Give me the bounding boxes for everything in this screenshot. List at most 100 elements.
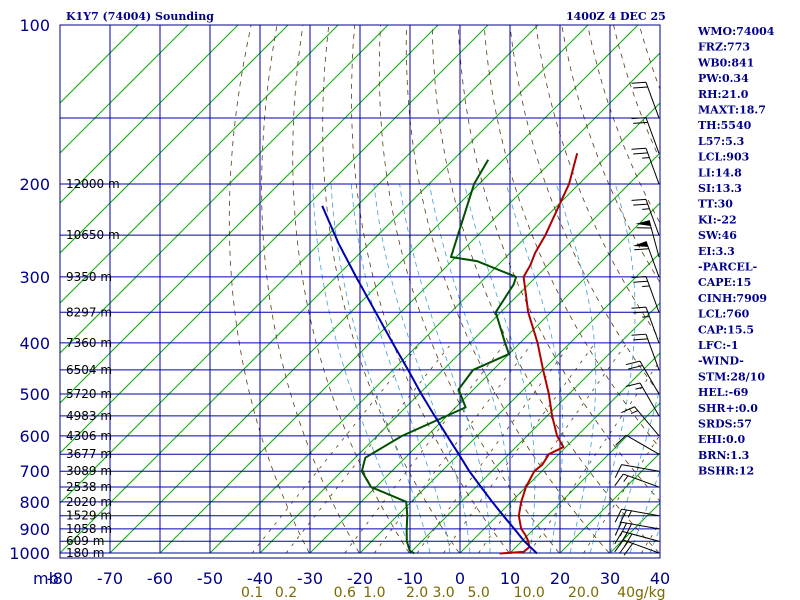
isotherm-line bbox=[109, 25, 639, 554]
pressure-axis-labels: 100 200 300 400 500 600 700 800 900 1000 bbox=[9, 16, 50, 563]
stability-index: LI:14.8 bbox=[698, 166, 742, 179]
stability-index: STM:28/10 bbox=[698, 370, 765, 383]
stability-index: CAPE:15 bbox=[698, 276, 751, 289]
pressure-tick-label: 700 bbox=[19, 462, 50, 481]
temperature-tick-label: -20 bbox=[347, 569, 373, 588]
stability-index: BSHR:12 bbox=[698, 465, 754, 478]
pressure-tick-label: 900 bbox=[19, 520, 50, 539]
mixing-ratio-label: 1.0 bbox=[363, 585, 385, 600]
temperature-tick-label: -40 bbox=[247, 569, 273, 588]
pressure-tick-label: 500 bbox=[19, 385, 50, 404]
height-label: 3677 m bbox=[66, 447, 112, 461]
isotherm-line bbox=[459, 352, 660, 554]
isotherm-line bbox=[60, 25, 339, 304]
temperature-tick-label: -80 bbox=[47, 569, 73, 588]
mixing-ratio-label: 0.1 bbox=[241, 585, 263, 600]
temperature-tick-label: -10 bbox=[397, 569, 423, 588]
pressure-tick-label: 600 bbox=[19, 427, 50, 446]
sounding-traces bbox=[321, 153, 579, 555]
isotherm-line bbox=[409, 302, 660, 554]
temperature-tick-label: -50 bbox=[197, 569, 223, 588]
wind-barb bbox=[625, 382, 660, 417]
stability-index: PW:0.34 bbox=[698, 72, 749, 85]
mixing-ratio-label: 3.0 bbox=[432, 585, 454, 600]
height-label: 12000 m bbox=[66, 177, 120, 191]
stability-index: BRN:1.3 bbox=[698, 449, 749, 462]
sounding-time: 1400Z 4 DEC 25 bbox=[566, 10, 666, 23]
mixing-ratio-label: 20.0 bbox=[568, 585, 599, 600]
mixing-ratio-label: 0.2 bbox=[275, 585, 297, 600]
stability-index: RH:21.0 bbox=[698, 88, 749, 101]
mixing-ratio-label: 40g/kg bbox=[617, 585, 665, 600]
pressure-tick-label: 100 bbox=[19, 16, 50, 35]
stability-index: EHI:0.0 bbox=[698, 433, 745, 446]
temperature-tick-label: 40 bbox=[650, 569, 670, 588]
wind-barb bbox=[614, 464, 660, 478]
stability-index: EI:3.3 bbox=[698, 245, 735, 258]
temperature-tick-label: -30 bbox=[297, 569, 323, 588]
stability-index: SRDS:57 bbox=[698, 418, 752, 431]
stability-index: LCL:903 bbox=[698, 151, 749, 164]
wind-barb bbox=[631, 81, 660, 119]
isotherm-line bbox=[60, 25, 439, 404]
height-label: 4983 m bbox=[66, 409, 112, 423]
height-label: 8297 m bbox=[66, 305, 112, 319]
temperature-axis-labels: -80 -70 -60 -50 -40 -30 -20 -10 0 10 20 30 40 bbox=[47, 569, 670, 588]
stability-indices-panel: WMO:74004 FRZ:773 WB0:841 PW:0.34 RH:21.0 MAX… bbox=[697, 25, 775, 478]
height-label: 10650 m bbox=[66, 228, 120, 242]
mixing-ratio-label: 2.0 bbox=[406, 585, 428, 600]
wind-barb bbox=[621, 406, 660, 437]
series-line bbox=[360, 159, 518, 555]
wind-barb bbox=[625, 360, 660, 395]
temperature-tick-label: -60 bbox=[147, 569, 173, 588]
stability-index: CINH:7909 bbox=[698, 292, 767, 305]
stability-index: LCL:760 bbox=[698, 308, 750, 321]
isotherm-line bbox=[60, 25, 589, 554]
isotherm-line bbox=[60, 25, 489, 454]
height-label: 3089 m bbox=[66, 464, 112, 478]
stability-index: -PARCEL- bbox=[698, 261, 757, 274]
height-label: 1529 m bbox=[66, 509, 112, 523]
wind-barb bbox=[631, 198, 660, 236]
stability-index: LFC:-1 bbox=[698, 339, 739, 352]
stability-index: CAP:15.5 bbox=[698, 323, 754, 336]
isotherm-line bbox=[259, 152, 660, 554]
isotherm-line bbox=[209, 102, 660, 554]
isotherm-line bbox=[509, 402, 660, 554]
isotherm-line bbox=[359, 252, 660, 554]
mixing-ratio-label: 10.0 bbox=[514, 585, 545, 600]
height-label: 6504 m bbox=[66, 363, 112, 377]
isotherm-lines bbox=[60, 25, 660, 554]
wind-barb bbox=[615, 434, 660, 455]
mixing-ratio-label: 0.6 bbox=[334, 585, 356, 600]
height-label: 5720 m bbox=[66, 387, 112, 401]
pressure-tick-label: 1000 bbox=[9, 544, 50, 563]
pressure-tick-label: 200 bbox=[19, 175, 50, 194]
pressure-tick-label: 400 bbox=[19, 334, 50, 353]
isotherm-line bbox=[60, 25, 239, 204]
isotherm-line bbox=[559, 452, 660, 554]
stability-index: -WIND- bbox=[698, 355, 744, 368]
wind-barb bbox=[631, 147, 660, 185]
stability-index: SW:46 bbox=[698, 229, 737, 242]
temperature-tick-label: -70 bbox=[97, 569, 123, 588]
wind-barb bbox=[614, 473, 660, 488]
moist-adiabat-line bbox=[330, 183, 431, 554]
pressure-tick-label: 300 bbox=[19, 268, 50, 287]
series-line bbox=[321, 205, 538, 555]
wind-barb bbox=[631, 117, 660, 154]
stability-index: MAXT:18.7 bbox=[698, 104, 766, 117]
stability-index: HEL:-69 bbox=[698, 386, 748, 399]
mixing-ratio-label: 5.0 bbox=[467, 585, 489, 600]
wind-barb bbox=[614, 508, 660, 524]
wind-barb bbox=[631, 333, 660, 371]
isotherm-line bbox=[60, 25, 289, 254]
stability-index: L57:5.3 bbox=[698, 135, 744, 148]
pressure-tick-label: 800 bbox=[19, 493, 50, 512]
isotherm-line bbox=[60, 25, 189, 154]
stability-index: SI:13.3 bbox=[698, 182, 742, 195]
wind-barb bbox=[631, 276, 660, 313]
wind-barb bbox=[632, 241, 660, 278]
